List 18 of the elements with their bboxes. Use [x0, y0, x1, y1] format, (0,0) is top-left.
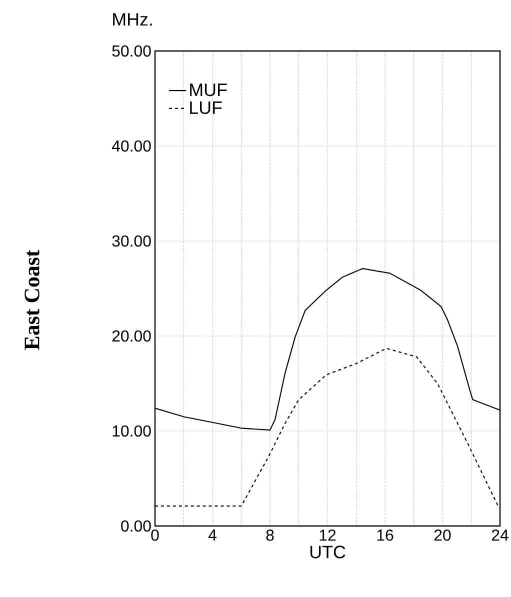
x-tick-label: 20	[434, 530, 451, 541]
x-tick-label: 4	[208, 530, 216, 540]
legend-label: MUF	[190, 84, 227, 96]
y-tick-label: 40.00	[112, 140, 151, 152]
x-tick-label: 16	[377, 530, 394, 541]
y-tick-label: 20.00	[112, 330, 151, 342]
y-axis-title: MHz.	[113, 13, 152, 26]
y-tick-label: 10.00	[112, 425, 151, 437]
legend-label: LUF	[190, 101, 222, 114]
y-tick-label: 0.00	[121, 520, 151, 532]
text: East Coast	[24, 250, 40, 350]
y-tick-label: 50.00	[112, 45, 151, 57]
x-tick-label: 24	[492, 530, 508, 541]
y-tick-label: 30.00	[112, 235, 151, 247]
x-tick-label: 12	[320, 530, 336, 541]
x-tick-label: 0	[151, 530, 159, 541]
x-axis-title: UTC	[310, 546, 346, 558]
x-tick-label: 8	[266, 530, 274, 541]
